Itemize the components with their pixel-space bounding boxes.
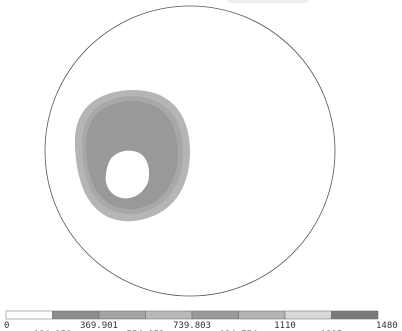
legend-band-2 [98, 310, 146, 320]
legend-upper-label: 739.803 [173, 321, 211, 331]
contour-hole [105, 150, 150, 199]
legend-band-4 [191, 310, 239, 320]
legend-upper-labels: 0 369.901 739.803 1110 1480 [4, 321, 398, 331]
legend-band-7 [331, 310, 379, 320]
legend-band-1 [52, 310, 100, 320]
legend-band-3 [145, 310, 193, 320]
color-legend-bar [5, 310, 379, 320]
legend-upper-label: 1480 [376, 321, 398, 331]
legend-band-6 [284, 310, 332, 320]
legend-upper-label: 0 [4, 321, 9, 331]
legend-upper-label: 369.901 [80, 321, 118, 331]
boundary-circle [44, 5, 336, 297]
legend-band-0 [5, 310, 53, 320]
legend-band-5 [238, 310, 286, 320]
legend-upper-label: 1110 [274, 321, 296, 331]
top-strip [228, 0, 308, 3]
